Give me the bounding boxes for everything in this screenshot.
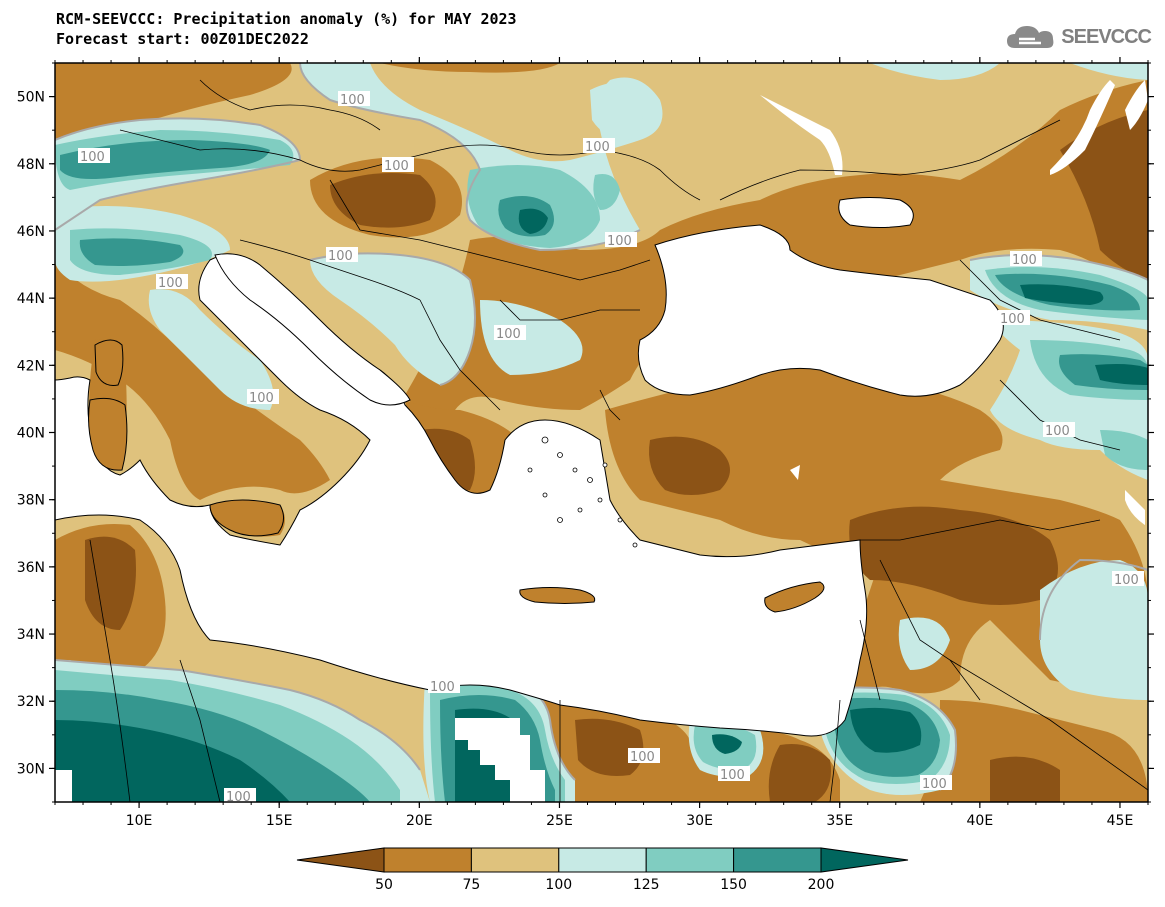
colorbar-label: 75 (462, 877, 480, 893)
black-sea (637, 224, 1004, 397)
y-tick-label: 46N (17, 224, 45, 240)
colorbar-bin (645, 847, 735, 873)
colorbar-bin (383, 847, 472, 873)
contour-label: 100 (247, 389, 279, 406)
y-tick-label: 40N (17, 426, 45, 442)
latitude-axis: 30N 32N 34N 36N 38N 40N 42N 44N 46N 48N 50N (17, 62, 1154, 803)
y-tick-label: 32N (17, 694, 45, 710)
x-tick-label: 35E (826, 813, 853, 829)
contour-label: 100 (1010, 251, 1042, 268)
colorbar-bin (733, 847, 822, 873)
colorbar-label: 150 (720, 877, 747, 893)
contour-value: 100 (496, 327, 521, 342)
contour-value: 100 (720, 768, 745, 783)
contour-label: 100 (494, 325, 526, 342)
contour-value: 100 (1012, 253, 1037, 268)
contour-value: 100 (384, 159, 409, 174)
forecast-start-label: Forecast start: 00Z01DEC2022 (56, 30, 309, 48)
longitude-axis: 10E 15E 20E 25E 30E 35E 40E 45E (54, 57, 1149, 829)
colorbar-high-extend (820, 847, 909, 873)
contour-value: 100 (328, 249, 353, 264)
colorbar-label: 200 (808, 877, 835, 893)
contour-label: 100 (628, 748, 660, 765)
contour-label: 100 (224, 788, 256, 805)
x-tick-label: 10E (126, 813, 153, 829)
colorbar-label: 100 (545, 877, 572, 893)
logo-text: SEEVCCC (1061, 25, 1152, 48)
adriatic-sea (214, 253, 411, 406)
contour-label: 100 (920, 775, 952, 792)
colorbar-label: 50 (375, 877, 393, 893)
y-tick-label: 36N (17, 560, 45, 576)
contour-label: 100 (583, 138, 615, 155)
contour-label: 100 (156, 274, 188, 291)
contour-value: 100 (1114, 573, 1139, 588)
x-tick-label: 20E (406, 813, 433, 829)
map-title: RCM-SEEVCCC: Precipitation anomaly (%) f… (56, 10, 517, 28)
contour-label: 100 (78, 148, 110, 165)
contour-label: 100 (1043, 422, 1075, 439)
contour-label: 100 (998, 310, 1030, 327)
contour-value: 100 (226, 790, 251, 805)
contour-label: 100 (326, 247, 358, 264)
contour-label: 100 (338, 91, 370, 108)
y-tick-label: 30N (17, 761, 45, 777)
contour-value: 100 (340, 93, 365, 108)
contour-value: 100 (922, 777, 947, 792)
contour-value: 100 (80, 150, 105, 165)
y-tick-label: 34N (17, 627, 45, 643)
colorbar-bin (558, 847, 647, 873)
contour-value: 100 (630, 750, 655, 765)
y-tick-label: 44N (17, 291, 45, 307)
contour-value: 100 (607, 234, 632, 249)
y-tick-label: 42N (17, 358, 45, 374)
x-tick-label: 25E (546, 813, 573, 829)
contour-value: 100 (1000, 312, 1025, 327)
cloud-icon (1007, 26, 1054, 48)
contour-label: 100 (382, 157, 414, 174)
x-tick-label: 40E (967, 813, 994, 829)
x-tick-label: 45E (1107, 813, 1134, 829)
colorbar-low-extend (296, 847, 385, 873)
contour-label: 100 (428, 678, 460, 695)
colorbar-bin (470, 847, 560, 873)
contour-label: 100 (1112, 571, 1144, 588)
x-tick-label: 15E (266, 813, 293, 829)
y-tick-label: 48N (17, 157, 45, 173)
mediterranean-sea (55, 254, 868, 737)
contour-value: 100 (1045, 424, 1070, 439)
contour-value: 100 (158, 276, 183, 291)
colorbar-legend: 50 75 100 125 150 200 (296, 847, 909, 893)
x-tick-label: 30E (686, 813, 713, 829)
colorbar-label: 125 (633, 877, 660, 893)
contour-label: 100 (605, 232, 637, 249)
contour-value: 100 (585, 140, 610, 155)
y-tick-label: 38N (17, 493, 45, 509)
seevccc-logo: SEEVCCC (1005, 22, 1152, 52)
contour-label: 100 (718, 766, 750, 783)
y-tick-label: 50N (17, 90, 45, 106)
contour-value: 100 (430, 680, 455, 695)
contour-value: 100 (249, 391, 274, 406)
map-field: 100 100 100 100 100 100 100 100 100 100 … (55, 63, 1148, 805)
